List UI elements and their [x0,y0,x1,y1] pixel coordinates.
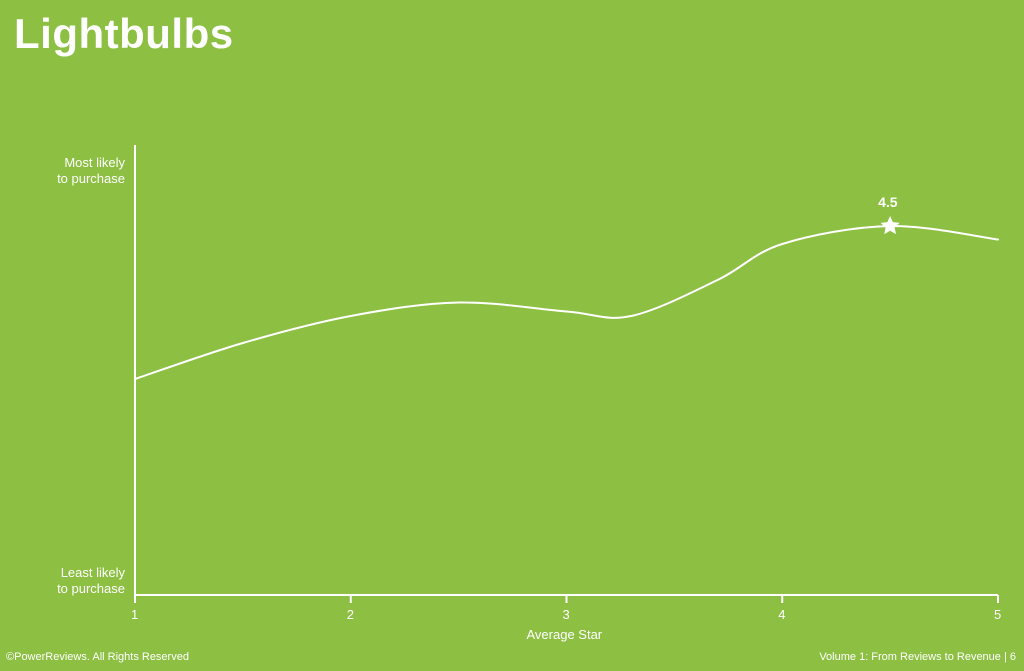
x-tick-label: 4 [778,607,785,622]
y-axis-bottom-label-2: to purchase [25,581,125,596]
y-axis-top-label-2: to purchase [25,171,125,186]
footer-right: Volume 1: From Reviews to Revenue | 6 [819,651,1016,663]
x-axis-label: Average Star [527,627,603,642]
star-icon [881,216,900,234]
x-tick-label: 5 [994,607,1001,622]
highlight-point-label: 4.5 [878,194,897,210]
y-axis-bottom-label-1: Least likely [25,565,125,580]
x-tick-marks [135,595,998,603]
series-line [135,226,998,379]
x-tick-label: 1 [131,607,138,622]
footer-left: ©PowerReviews. All Rights Reserved [6,651,189,663]
x-tick-label: 3 [563,607,570,622]
y-axis-top-label-1: Most likely [25,155,125,170]
chart-page: Lightbulbs Most likely to purchase Least… [0,0,1024,671]
chart-canvas [0,0,1024,671]
x-tick-label: 2 [347,607,354,622]
